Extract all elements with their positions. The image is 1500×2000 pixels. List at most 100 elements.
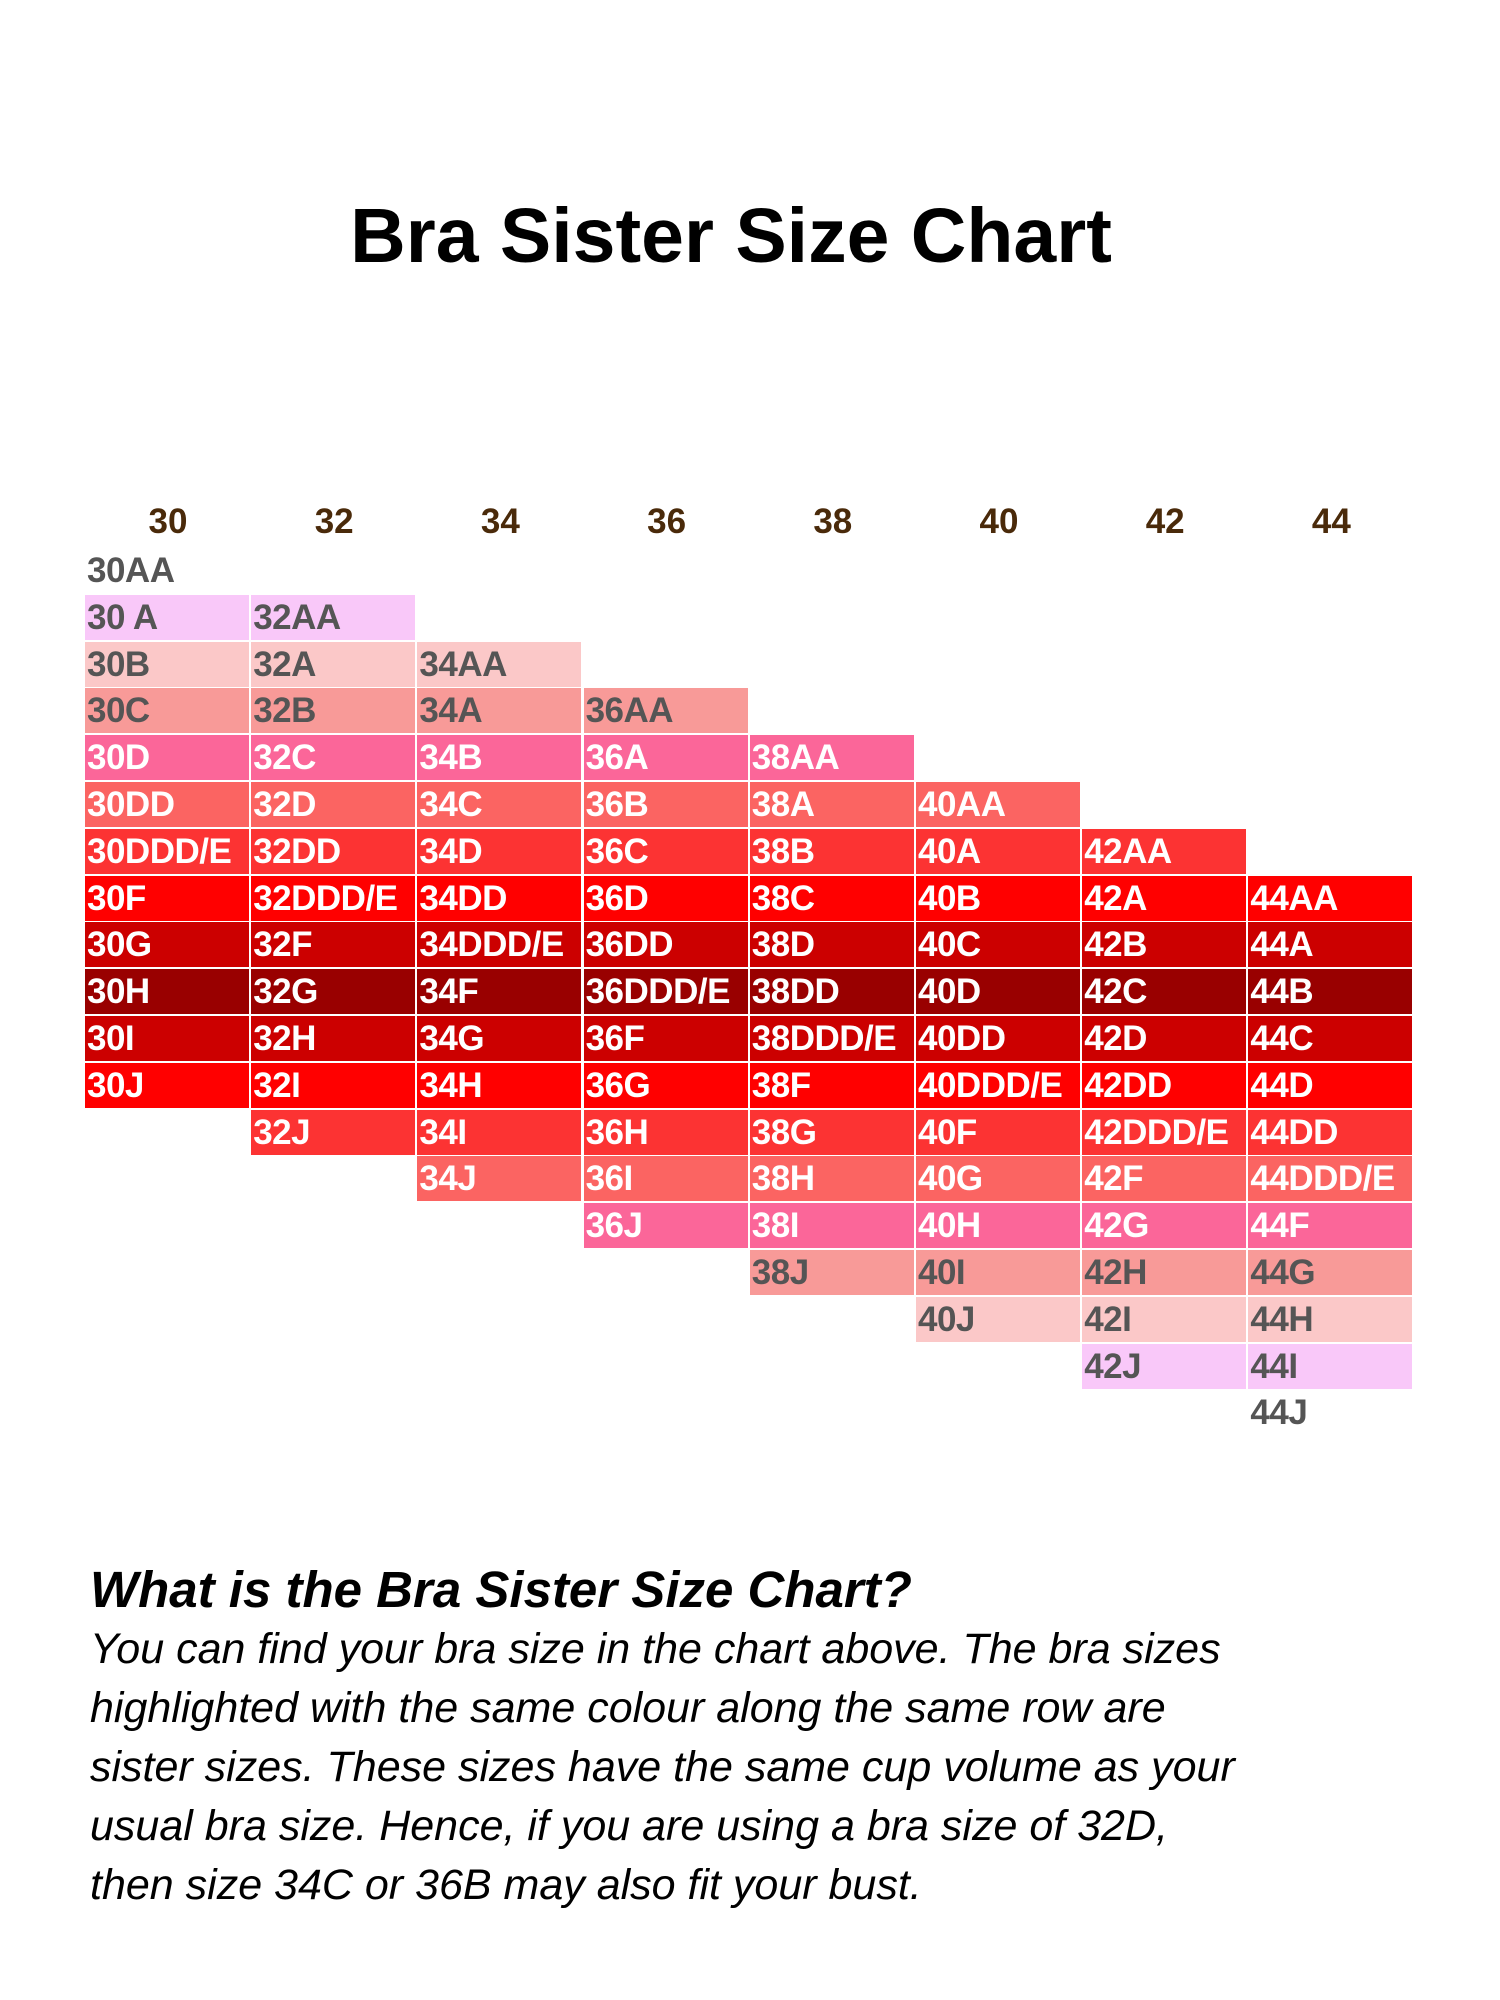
size-cell: 32G [251, 969, 416, 1015]
size-cell: 34F [417, 969, 582, 1015]
size-cell: 40AA [916, 782, 1080, 827]
size-cell: 30AA [85, 548, 249, 593]
size-cell: 40D [916, 969, 1080, 1015]
size-cell: 42B [1082, 922, 1247, 968]
size-cell: 32A [251, 641, 416, 687]
info-section: What is the Bra Sister Size Chart? You c… [90, 1560, 1470, 1915]
size-cell: 36C [583, 828, 748, 874]
size-cell: 42H [1082, 1250, 1247, 1295]
size-cell: 36G [583, 1062, 748, 1108]
size-cell: 34B [417, 735, 582, 781]
size-cell: 36D [583, 875, 748, 921]
size-cell: 30I [85, 1016, 249, 1061]
size-cell: 44G [1248, 1250, 1413, 1295]
size-cell: 36DDD/E [583, 969, 748, 1015]
size-cell: 42C [1082, 969, 1247, 1015]
size-cell: 36J [583, 1203, 748, 1249]
size-cell: 38G [749, 1109, 914, 1155]
size-cell: 38DD [749, 969, 914, 1015]
size-cell: 32DDD/E [251, 875, 416, 921]
size-cell: 30B [85, 641, 249, 687]
info-paragraph: You can find your bra size in the chart … [90, 1620, 1470, 1915]
page-title: Bra Sister Size Chart [350, 193, 1112, 279]
size-cell: 32D [251, 782, 416, 827]
info-line: You can find your bra size in the chart … [90, 1625, 1221, 1673]
size-cell: 34DDD/E [417, 922, 582, 968]
band-header-40: 40 [979, 502, 1019, 541]
band-header-36: 36 [647, 502, 687, 541]
size-cell: 42A [1082, 875, 1247, 921]
size-cell: 40H [916, 1203, 1080, 1249]
size-cell: 30F [85, 875, 249, 921]
size-cell: 40I [916, 1250, 1080, 1295]
size-cell: 36DD [583, 922, 748, 968]
info-heading: What is the Bra Sister Size Chart? [90, 1561, 912, 1618]
size-cell: 38B [749, 828, 914, 874]
size-cell: 30DD [85, 782, 249, 827]
size-cell: 44F [1248, 1203, 1413, 1249]
size-cell: 38F [749, 1062, 914, 1108]
size-cell: 34C [417, 782, 582, 827]
band-header-34: 34 [480, 502, 520, 541]
band-header-30: 30 [148, 502, 188, 541]
size-cell: 42D [1082, 1016, 1247, 1061]
band-header-32: 32 [314, 502, 354, 541]
size-cell: 44A [1248, 922, 1413, 968]
size-cell: 34G [417, 1016, 582, 1061]
size-cell: 44DD [1248, 1109, 1413, 1155]
size-cell: 36F [583, 1016, 748, 1061]
info-line: highlighted with the same colour along t… [90, 1684, 1166, 1732]
size-cell: 40J [916, 1296, 1080, 1342]
size-cell: 38H [749, 1156, 914, 1202]
size-cell: 42I [1082, 1296, 1247, 1342]
size-cell: 34A [417, 688, 582, 734]
size-cell: 32AA [251, 594, 416, 640]
size-cell: 36I [583, 1156, 748, 1202]
size-cell: 44H [1248, 1296, 1413, 1342]
size-cell: 30DDD/E [85, 828, 249, 874]
size-cell: 32C [251, 735, 416, 781]
size-cell: 44D [1248, 1062, 1413, 1108]
size-cell: 32J [251, 1109, 416, 1155]
size-cell: 36B [583, 782, 748, 827]
size-cell: 34D [417, 828, 582, 874]
size-cell: 44DDD/E [1248, 1156, 1413, 1202]
size-cell: 44B [1248, 969, 1413, 1015]
size-cell: 30J [85, 1062, 249, 1108]
size-cell: 36H [583, 1109, 748, 1155]
info-line: usual bra size. Hence, if you are using … [90, 1802, 1168, 1850]
info-line: then size 34C or 36B may also fit your b… [90, 1861, 922, 1909]
size-cell: 44AA [1248, 875, 1413, 921]
size-cell: 34J [417, 1156, 582, 1202]
size-cell: 38D [749, 922, 914, 968]
size-cell: 42J [1082, 1343, 1247, 1389]
size-cell: 40B [916, 875, 1080, 921]
size-cell: 40C [916, 922, 1080, 968]
size-cell: 34AA [417, 641, 582, 687]
size-cell: 32F [251, 922, 416, 968]
size-cell: 30 A [85, 594, 249, 640]
sister-size-chart: 30 30AA 30 A 30B 30C 30D 30DD 30DDD/E 30F 30G 30H 3… [85, 500, 1425, 1450]
size-cell: 30G [85, 922, 249, 968]
band-header-42: 42 [1145, 502, 1185, 541]
size-cell: 34H [417, 1062, 582, 1108]
size-cell: 40F [916, 1109, 1080, 1155]
size-cell: 42AA [1082, 828, 1247, 874]
size-cell: 42G [1082, 1203, 1247, 1249]
size-cell: 40DDD/E [916, 1062, 1080, 1108]
size-cell: 38A [749, 782, 914, 827]
size-cell: 32I [251, 1062, 416, 1108]
size-cell: 44J [1248, 1390, 1413, 1436]
band-header-44: 44 [1311, 502, 1351, 541]
size-cell: 30D [85, 735, 249, 781]
size-cell: 34I [417, 1109, 582, 1155]
band-header-38: 38 [813, 502, 853, 541]
size-cell: 44C [1248, 1016, 1413, 1061]
size-cell: 42F [1082, 1156, 1247, 1202]
size-cell: 34DD [417, 875, 582, 921]
size-cell: 38J [749, 1250, 914, 1295]
size-cell: 32B [251, 688, 416, 734]
size-cell: 38C [749, 875, 914, 921]
size-cell: 32H [251, 1016, 416, 1061]
size-cell: 42DD [1082, 1062, 1247, 1108]
